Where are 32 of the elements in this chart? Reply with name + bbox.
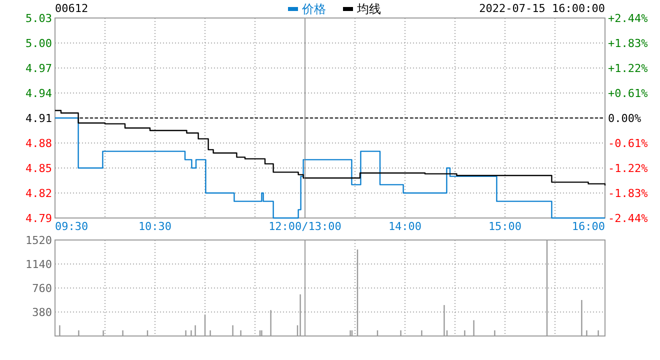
x-tick-label: 10:30	[138, 220, 172, 233]
y-tick-label: 4.91	[26, 112, 52, 125]
x-tick-label: 09:30	[55, 220, 88, 233]
text: +1.22%	[608, 62, 648, 75]
y-tick-label: 4.97	[26, 62, 52, 75]
text: -1.83%	[608, 187, 648, 200]
x-tick-label: 16:00	[572, 220, 605, 233]
y-tick-label: 4.88	[26, 137, 52, 150]
text: +0.61%	[608, 87, 648, 100]
x-tick-label: 15:00	[488, 220, 522, 233]
text: 2022-07-15 16:00:00	[479, 2, 605, 15]
text: -0.61%	[608, 137, 648, 150]
y-tick-label: 5.03	[26, 12, 52, 25]
y-tick-label: 4.82	[26, 187, 52, 200]
legend-label: 均线	[356, 2, 381, 16]
legend-label: 价格	[301, 2, 326, 16]
y-tick-label: 380	[32, 306, 52, 319]
y-tick-label: 4.94	[26, 87, 52, 100]
y-tick-label: 5.00	[26, 37, 52, 50]
text: 0.00%	[608, 112, 642, 125]
x-tick-label: 12:00/13:00	[268, 220, 342, 233]
text: -1.22%	[608, 162, 648, 175]
text: -2.44%	[608, 212, 648, 225]
y-tick-label: 4.79	[26, 212, 52, 225]
text: +2.44%	[608, 12, 648, 25]
x-tick-label: 14:00	[388, 220, 422, 233]
y-tick-label: 760	[32, 282, 52, 295]
chart-title: 00612	[55, 2, 88, 15]
y-tick-label: 1520	[26, 234, 52, 247]
y-tick-label: 4.85	[26, 162, 52, 175]
text: +1.83%	[608, 37, 648, 50]
y-tick-label: 1140	[26, 258, 52, 271]
